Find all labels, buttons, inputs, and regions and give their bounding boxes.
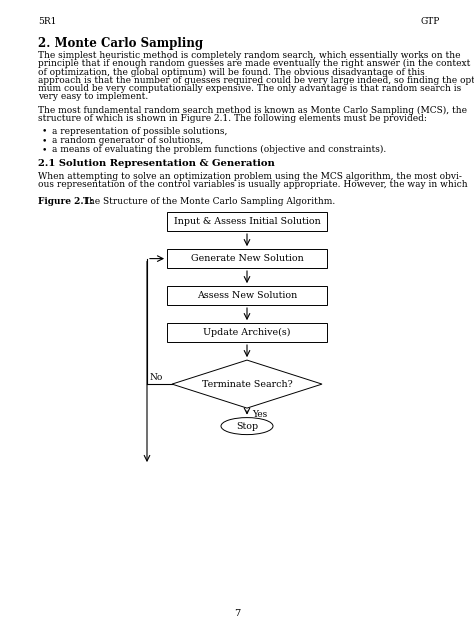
Text: Yes: Yes	[252, 410, 267, 419]
FancyBboxPatch shape	[167, 212, 327, 231]
Text: When attempting to solve an optimization problem using the MCS algorithm, the mo: When attempting to solve an optimization…	[38, 172, 462, 181]
Text: a representation of possible solutions,: a representation of possible solutions,	[52, 126, 228, 136]
FancyBboxPatch shape	[167, 323, 327, 342]
Text: ous representation of the control variables is usually appropriate. However, the: ous representation of the control variab…	[38, 180, 468, 190]
Text: principle that if enough random guesses are made eventually the right answer (in: principle that if enough random guesses …	[38, 59, 470, 68]
Text: Generate New Solution: Generate New Solution	[191, 254, 303, 263]
Text: Stop: Stop	[236, 422, 258, 430]
Text: Assess New Solution: Assess New Solution	[197, 291, 297, 300]
FancyBboxPatch shape	[167, 286, 327, 305]
Text: 2. Monte Carlo Sampling: 2. Monte Carlo Sampling	[38, 37, 203, 50]
Text: The Structure of the Monte Carlo Sampling Algorithm.: The Structure of the Monte Carlo Samplin…	[80, 197, 335, 205]
Text: of optimization, the global optimum) will be found. The obvious disadvantage of : of optimization, the global optimum) wil…	[38, 68, 425, 76]
Text: •: •	[42, 126, 47, 136]
Polygon shape	[172, 360, 322, 408]
Text: a random generator of solutions,: a random generator of solutions,	[52, 136, 203, 145]
Text: Update Archive(s): Update Archive(s)	[203, 328, 291, 337]
Text: mum could be very computationally expensive. The only advantage is that random s: mum could be very computationally expens…	[38, 84, 461, 93]
Text: Input & Assess Initial Solution: Input & Assess Initial Solution	[173, 217, 320, 226]
Text: The most fundamental random search method is known as Monte Carlo Sampling (MCS): The most fundamental random search metho…	[38, 106, 467, 115]
Text: GTP: GTP	[420, 17, 440, 26]
Text: 5R1: 5R1	[38, 17, 56, 26]
Text: Terminate Search?: Terminate Search?	[201, 380, 292, 389]
FancyBboxPatch shape	[167, 249, 327, 268]
Text: Figure 2.1:: Figure 2.1:	[38, 197, 93, 205]
Text: 2.1 Solution Representation & Generation: 2.1 Solution Representation & Generation	[38, 159, 275, 168]
Text: approach is that the number of guesses required could be very large indeed, so f: approach is that the number of guesses r…	[38, 76, 474, 85]
Text: a means of evaluating the problem functions (objective and constraints).: a means of evaluating the problem functi…	[52, 145, 386, 154]
Text: •: •	[42, 136, 47, 145]
Text: The simplest heuristic method is completely random search, which essentially wor: The simplest heuristic method is complet…	[38, 51, 461, 60]
Text: structure of which is shown in Figure 2.1. The following elements must be provid: structure of which is shown in Figure 2.…	[38, 114, 427, 123]
Text: •: •	[42, 145, 47, 154]
Text: No: No	[150, 373, 164, 382]
Text: 7: 7	[234, 609, 240, 618]
Ellipse shape	[221, 418, 273, 435]
Text: very easy to implement.: very easy to implement.	[38, 92, 148, 101]
